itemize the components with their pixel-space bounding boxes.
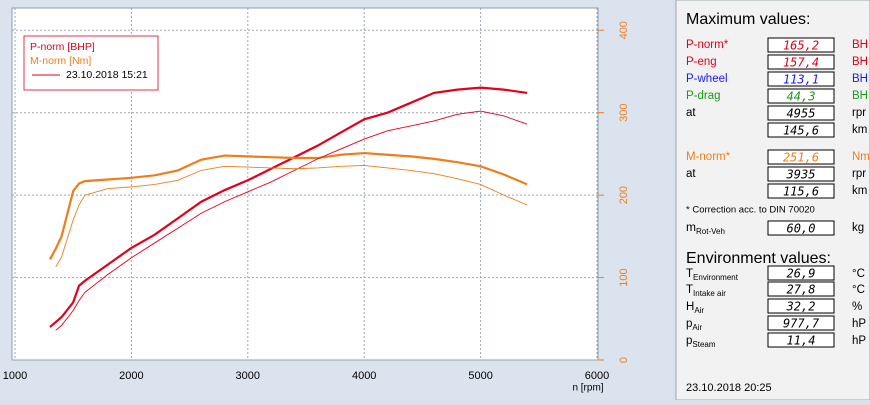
row-unit: Nm — [852, 151, 870, 163]
label-main: m — [686, 220, 696, 234]
value-box — [767, 220, 835, 236]
row-unit: hP — [852, 318, 866, 330]
label-sub: Steam — [692, 340, 715, 349]
series-line — [55, 165, 528, 268]
x-tick-label: 5000 — [468, 370, 492, 382]
value-box — [767, 71, 835, 87]
value-box — [767, 105, 835, 121]
row-unit: BH — [852, 56, 868, 68]
row-unit: BH — [852, 90, 868, 102]
value-box — [767, 122, 835, 138]
panel: Maximum values: P-norm* 165,2 BH P-eng 157,4 B… — [686, 11, 870, 394]
row-value: 977,7 — [783, 317, 820, 331]
value-box — [767, 281, 835, 297]
value-box — [767, 183, 835, 199]
row-value: 60,0 — [787, 222, 816, 236]
row-value: 113,1 — [783, 73, 819, 87]
value-box — [767, 332, 835, 348]
row-label: TEnvironment — [686, 268, 739, 282]
row-value: 11,4 — [787, 334, 816, 348]
row-unit: °C — [852, 284, 865, 296]
row-unit: % — [852, 301, 862, 313]
row-label: pSteam — [686, 335, 716, 349]
row-value: 251,6 — [783, 151, 819, 165]
row-label: P-eng — [686, 56, 717, 68]
panel-title: Environment values: — [686, 250, 831, 267]
row-value: 32,2 — [786, 300, 816, 314]
row-unit: km — [852, 124, 867, 136]
legend-box — [23, 35, 159, 91]
row-unit: km — [852, 185, 867, 197]
row-label: at — [686, 107, 696, 119]
row-unit: rpr — [852, 168, 866, 180]
series-line — [49, 86, 528, 328]
value-box — [767, 54, 835, 70]
row-label: at — [686, 168, 696, 180]
value-box — [767, 88, 835, 104]
value-box — [767, 298, 835, 314]
row-value: 26,9 — [787, 267, 816, 281]
row-value: 145,6 — [783, 124, 819, 138]
plot: 1000 2000 3000 4000 5000 6000 0 100 200 300 400 P-n… — [3, 8, 630, 382]
value-box — [767, 166, 835, 182]
row-value: 115,6 — [783, 185, 819, 199]
row-unit: rpr — [852, 107, 866, 119]
y2-tick-label: 200 — [618, 186, 630, 204]
series-line — [48, 151, 528, 260]
row-label: HAir — [686, 301, 704, 315]
row-label: M-norm* — [686, 151, 731, 163]
note: * Correction acc. to DIN 70020 — [686, 205, 815, 216]
value-box — [767, 315, 835, 331]
x-tick-label: 6000 — [585, 370, 609, 382]
y2-tick-label: 0 — [618, 357, 630, 363]
label-main: p — [686, 335, 692, 347]
value-box — [767, 265, 835, 281]
row-unit: BH — [852, 39, 868, 51]
x-tick-label: 3000 — [236, 370, 260, 382]
y2-tick-label: 400 — [618, 21, 630, 39]
label-main: T — [686, 284, 693, 296]
value-box — [767, 37, 835, 53]
row-value: 4955 — [787, 107, 816, 121]
row-value: 27,8 — [787, 283, 816, 297]
legend-label: M-norm [Nm] — [30, 55, 91, 67]
label-sub: Environment — [693, 273, 739, 282]
row-unit: BH — [852, 73, 868, 85]
y2-tick-label: 100 — [618, 268, 630, 286]
row-unit: kg — [852, 222, 864, 234]
label-main: H — [686, 301, 694, 313]
row-value: 165,2 — [783, 39, 819, 53]
row-value: 44,3 — [787, 90, 816, 104]
label-sub: Air — [694, 306, 704, 315]
legend-label: 23.10.2018 15:21 — [66, 69, 148, 81]
series-line — [55, 110, 528, 331]
row-label: P-norm* — [686, 39, 729, 51]
row-label: P-wheel — [686, 73, 728, 85]
label-sub: Intake air — [693, 289, 726, 298]
label-sub: Air — [692, 323, 702, 332]
legend-label: P-norm [BHP] — [30, 41, 95, 53]
label-sub: Rot-Veh — [696, 227, 725, 236]
panel-title: Maximum values: — [686, 11, 810, 28]
row-unit: °C — [852, 268, 865, 280]
row-value: 157,4 — [783, 56, 819, 70]
x-tick-label: 1000 — [3, 370, 27, 382]
row-label: mRot-Veh — [686, 220, 725, 236]
label-main: T — [686, 268, 693, 280]
row-label: TIntake air — [686, 284, 726, 298]
row-label: pAir — [686, 318, 703, 332]
row-unit: hP — [852, 335, 866, 347]
footer: 23.10.2018 20:25 — [686, 382, 772, 394]
x-axis-label: n [rpm] — [572, 383, 603, 394]
label-main: p — [686, 318, 692, 330]
x-tick-label: 4000 — [352, 370, 376, 382]
row-value: 3935 — [786, 168, 816, 182]
y2-tick-label: 300 — [618, 104, 630, 122]
x-tick-label: 2000 — [119, 370, 143, 382]
value-box — [767, 149, 835, 165]
row-label: P-drag — [686, 90, 721, 102]
